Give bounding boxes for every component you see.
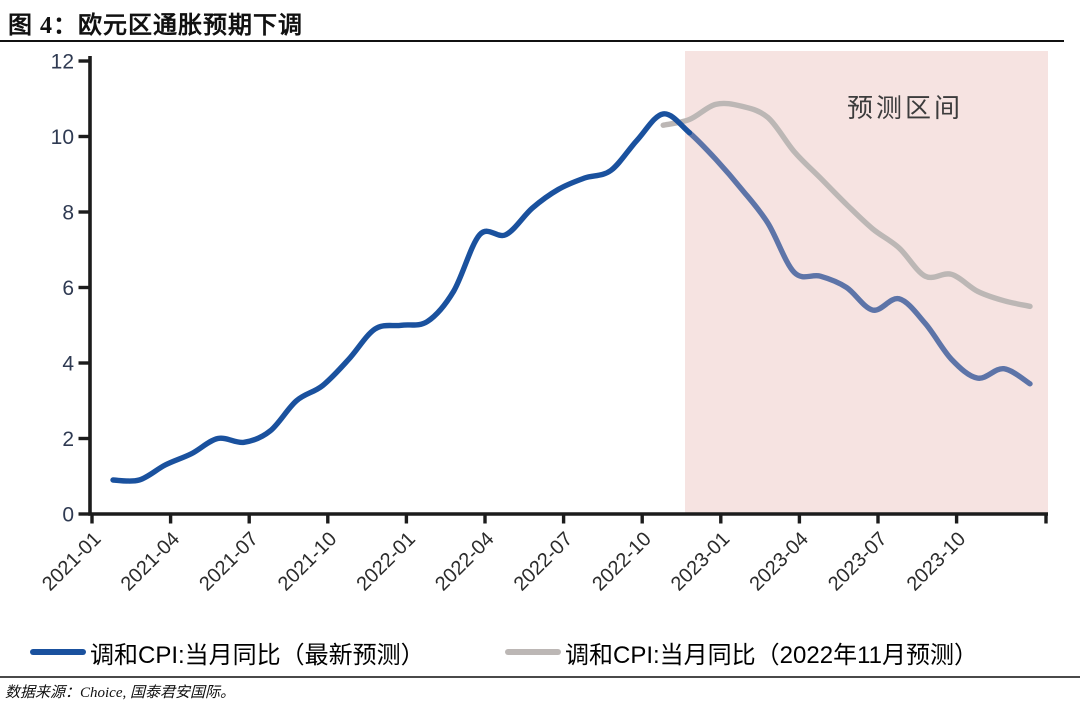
line-cpi-latest-forecast-segment bbox=[686, 130, 1033, 387]
x-tick-label: 2023-04 bbox=[745, 528, 812, 595]
footer-divider bbox=[0, 676, 1080, 678]
line-cpi-nov2022-forecast bbox=[660, 100, 1033, 310]
legend-item-nov2022-forecast: 调和CPI:当月同比（2022年11月预测） bbox=[505, 636, 978, 669]
x-tick-label: 2022-10 bbox=[588, 528, 655, 595]
x-tick-label: 2023-10 bbox=[903, 528, 970, 595]
page-title: 图 4：欧元区通胀预期下调 bbox=[8, 13, 303, 39]
x-tick-label: 2022-07 bbox=[510, 528, 577, 595]
forecast-region-label: 预测区间 bbox=[847, 94, 963, 123]
legend-line-nov2022-forecast-icon bbox=[505, 648, 561, 656]
x-tick-label: 2022-04 bbox=[431, 528, 498, 595]
x-tick-label: 2021-10 bbox=[274, 528, 341, 595]
x-tick-label: 2023-01 bbox=[667, 528, 734, 595]
y-tick-label: 10 bbox=[51, 126, 74, 149]
y-tick-label: 6 bbox=[62, 277, 74, 300]
x-tick-label: 2021-01 bbox=[38, 528, 105, 595]
legend: 调和CPI:当月同比（最新预测） 调和CPI:当月同比（2022年11月预测） bbox=[0, 636, 1080, 669]
forecast-region bbox=[685, 51, 1048, 514]
title-divider bbox=[0, 40, 1064, 43]
legend-label-latest-forecast: 调和CPI:当月同比（最新预测） bbox=[90, 641, 425, 669]
legend-label-nov2022-forecast: 调和CPI:当月同比（2022年11月预测） bbox=[565, 641, 978, 669]
y-tick-label: 0 bbox=[62, 504, 74, 527]
axes bbox=[88, 56, 1048, 516]
legend-item-latest-forecast: 调和CPI:当月同比（最新预测） bbox=[30, 636, 425, 669]
data-source-note: 数据来源：Choice, 国泰君安国际。 bbox=[5, 685, 235, 701]
x-tick-label: 2021-07 bbox=[195, 528, 262, 595]
line-cpi-actual-segment bbox=[110, 111, 693, 484]
y-tick-label: 4 bbox=[62, 353, 74, 376]
x-tick-label: 2022-01 bbox=[352, 528, 419, 595]
x-tick-label: 2023-07 bbox=[824, 528, 891, 595]
y-tick-label: 8 bbox=[62, 202, 74, 225]
legend-line-latest-forecast-icon bbox=[30, 648, 86, 656]
y-tick-label: 2 bbox=[62, 428, 74, 451]
y-tick-label: 12 bbox=[51, 51, 74, 74]
x-tick-label: 2021-04 bbox=[117, 528, 184, 595]
